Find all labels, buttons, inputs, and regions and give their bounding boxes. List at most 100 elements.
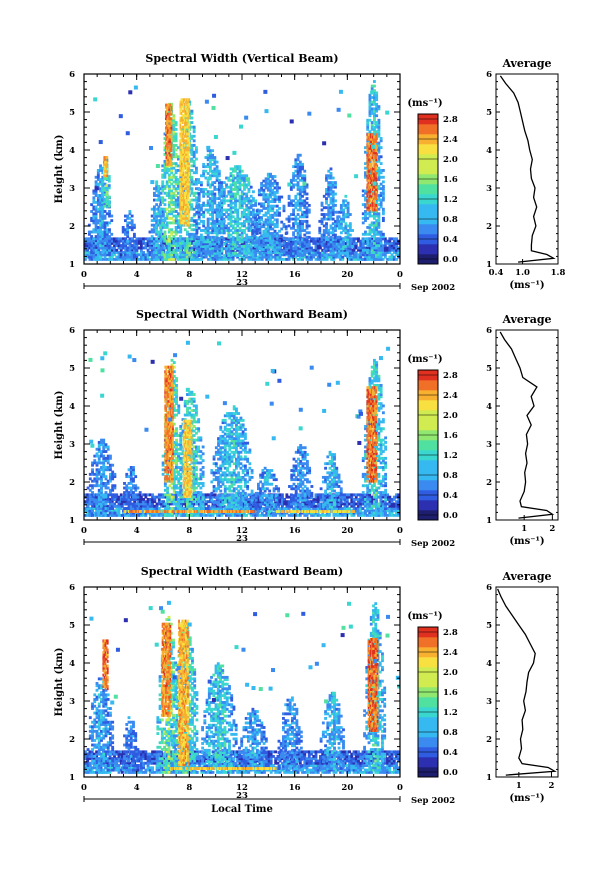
heatmap-cell <box>99 223 102 227</box>
heatmap-hot-cell <box>182 178 185 181</box>
heatmap-cell <box>245 197 249 200</box>
heatmap-cell <box>341 255 345 259</box>
heatmap-cell <box>159 226 162 229</box>
heatmap-cell <box>298 253 302 257</box>
heatmap-hot-cell <box>370 201 373 205</box>
heatmap-cell <box>266 179 270 183</box>
heatmap-cell <box>124 241 127 245</box>
heatmap-hot-cell <box>373 172 375 175</box>
heatmap-cell <box>160 241 163 245</box>
heatmap-cell <box>375 98 379 102</box>
heatmap-cell <box>266 236 270 240</box>
heatmap-cell <box>370 102 374 106</box>
heatmap-cell <box>192 159 196 163</box>
heatmap-cell <box>90 235 94 238</box>
heatmap-cell <box>234 238 237 242</box>
heatmap-cell <box>183 257 187 261</box>
heatmap-cell <box>325 199 328 203</box>
heatmap-cell <box>157 248 161 252</box>
heatmap-cell <box>170 251 174 254</box>
heatmap-cell <box>256 251 260 254</box>
heatmap-cell <box>269 253 273 257</box>
heatmap-cell <box>364 214 367 218</box>
heatmap-cell <box>303 213 307 216</box>
heatmap-cell <box>222 188 226 191</box>
heatmap-cell <box>273 175 277 178</box>
heatmap-cell <box>332 257 336 261</box>
heatmap-hot-cell <box>185 141 187 145</box>
heatmap-hot-cell <box>185 187 187 191</box>
heatmap-cell <box>266 234 270 238</box>
heatmap-cell <box>344 194 348 198</box>
heatmap-cell <box>331 254 335 257</box>
heatmap-hot-cell <box>372 178 374 182</box>
heatmap-cell <box>377 212 381 216</box>
heatmap-hot-cell <box>186 182 188 186</box>
heatmap-cell <box>260 238 264 242</box>
heatmap-cell <box>231 257 235 261</box>
heatmap-cell <box>199 190 203 194</box>
heatmap-cell <box>176 221 180 225</box>
heatmap-cell <box>285 231 289 235</box>
heatmap-cell <box>211 229 215 232</box>
heatmap-cell <box>159 246 163 250</box>
heatmap-cell <box>152 207 156 211</box>
heatmap-cell <box>197 178 201 181</box>
heatmap-hot-cell <box>375 137 378 141</box>
heatmap-cell <box>364 232 367 236</box>
heatmap-cell <box>155 221 159 225</box>
heatmap-cell <box>249 239 253 243</box>
heatmap-cell <box>339 222 343 226</box>
heatmap-cell <box>271 241 275 245</box>
heatmap-cell <box>260 225 264 229</box>
heatmap-cell <box>208 192 212 196</box>
heatmap-hot-cell <box>374 206 376 210</box>
heatmap-cell <box>373 107 376 111</box>
heatmap-cell <box>236 224 240 228</box>
heatmap-cell <box>377 237 381 241</box>
heatmap-cell <box>225 185 228 189</box>
heatmap-cell <box>296 222 300 226</box>
heatmap-cell <box>364 173 367 177</box>
heatmap-cell <box>110 214 114 218</box>
heatmap-cell <box>339 248 343 252</box>
heatmap-cell <box>243 219 246 223</box>
heatmap-cell <box>381 216 385 220</box>
heatmap-cell <box>155 223 159 227</box>
heatmap-cell <box>245 203 249 207</box>
heatmap-cell <box>211 174 215 178</box>
heatmap-cell <box>292 257 296 261</box>
heatmap-cell <box>168 196 171 200</box>
heatmap-cell <box>284 225 288 229</box>
heatmap-cell <box>357 255 360 259</box>
heatmap-cell <box>327 194 331 198</box>
heatmap-cell <box>298 229 302 232</box>
heatmap-cell <box>375 212 379 216</box>
heatmap-cell <box>202 203 206 207</box>
heatmap-cell <box>94 226 98 229</box>
heatmap-cell <box>373 100 376 104</box>
heatmap-hot-cell <box>369 206 372 210</box>
heatmap-cell <box>190 232 194 236</box>
heatmap-cell <box>329 201 333 205</box>
heatmap-cell <box>307 257 311 261</box>
heatmap-cell <box>260 253 264 257</box>
heatmap-cell <box>271 181 275 185</box>
heatmap-hot-cell <box>182 146 185 150</box>
heatmap-cell <box>247 188 251 191</box>
heatmap-hot-cell <box>188 102 191 106</box>
heatmap-cell <box>174 162 178 166</box>
heatmap-hot-cell <box>181 130 184 134</box>
heatmap-hot-cell <box>168 144 171 148</box>
heatmap-cell <box>157 253 161 257</box>
heatmap-cell <box>323 257 327 261</box>
heatmap-hot-cell <box>187 139 190 143</box>
heatmap-cell <box>329 181 333 185</box>
heatmap-cell <box>344 229 348 232</box>
heatmap-cell <box>186 246 189 250</box>
heatmap-cell <box>374 248 378 252</box>
heatmap-cell <box>273 250 277 254</box>
heatmap-cell <box>316 239 320 243</box>
heatmap-cell <box>170 139 174 143</box>
heatmap-cell <box>211 153 215 157</box>
